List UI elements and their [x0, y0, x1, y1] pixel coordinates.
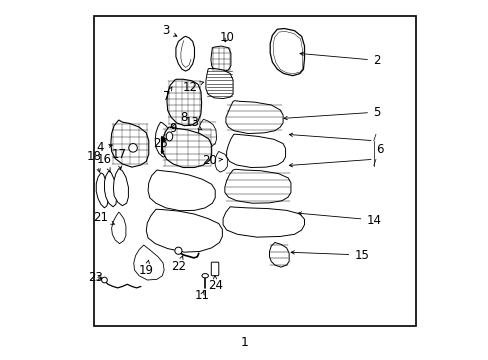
Text: 11: 11 — [194, 288, 209, 302]
Polygon shape — [270, 28, 304, 76]
Polygon shape — [134, 245, 164, 280]
Text: 4: 4 — [96, 141, 112, 154]
Ellipse shape — [166, 132, 172, 141]
Text: 17: 17 — [111, 148, 126, 169]
Polygon shape — [111, 212, 125, 244]
Text: 10: 10 — [220, 31, 234, 44]
Polygon shape — [113, 168, 128, 206]
Text: 18: 18 — [87, 150, 102, 172]
Text: 19: 19 — [139, 260, 153, 276]
Circle shape — [175, 247, 182, 254]
Text: 9: 9 — [163, 122, 177, 141]
Text: 7: 7 — [163, 87, 172, 103]
Text: 14: 14 — [298, 212, 381, 226]
Polygon shape — [104, 171, 116, 207]
Polygon shape — [224, 169, 290, 203]
Text: 3: 3 — [162, 24, 177, 37]
Polygon shape — [96, 173, 108, 208]
Text: 6: 6 — [375, 143, 383, 156]
Polygon shape — [215, 152, 227, 172]
FancyBboxPatch shape — [211, 262, 218, 276]
Text: 22: 22 — [171, 256, 185, 273]
Text: 25: 25 — [153, 137, 168, 150]
Text: 5: 5 — [284, 105, 380, 120]
Polygon shape — [269, 243, 288, 267]
Polygon shape — [111, 120, 148, 167]
Polygon shape — [225, 101, 283, 134]
Polygon shape — [176, 36, 194, 71]
Polygon shape — [205, 68, 233, 99]
Text: 1: 1 — [240, 336, 248, 349]
Bar — [94, 16, 415, 327]
Text: 12: 12 — [183, 81, 203, 94]
Polygon shape — [155, 122, 171, 157]
Text: 15: 15 — [290, 248, 368, 261]
Polygon shape — [148, 170, 215, 211]
Polygon shape — [146, 209, 222, 252]
Text: 20: 20 — [202, 154, 222, 167]
Text: 13: 13 — [184, 116, 202, 130]
Text: 24: 24 — [207, 275, 222, 292]
Circle shape — [102, 277, 107, 283]
Polygon shape — [166, 79, 201, 126]
Text: 23: 23 — [87, 271, 102, 284]
Polygon shape — [198, 119, 216, 147]
Text: 8: 8 — [170, 111, 187, 128]
Polygon shape — [162, 127, 211, 167]
Circle shape — [128, 144, 137, 152]
Polygon shape — [226, 134, 285, 167]
Polygon shape — [210, 46, 230, 72]
Text: 16: 16 — [97, 153, 112, 171]
Text: 21: 21 — [93, 211, 114, 224]
Ellipse shape — [202, 274, 208, 278]
Text: 2: 2 — [299, 52, 380, 67]
Polygon shape — [223, 207, 304, 237]
